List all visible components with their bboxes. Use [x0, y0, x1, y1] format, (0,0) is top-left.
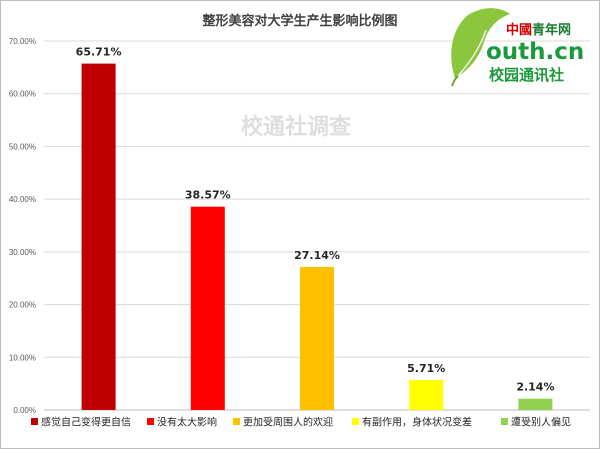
legend-label: 没有太大影响	[157, 416, 217, 429]
legend-label: 更加受周围人的欢迎	[243, 416, 333, 429]
bar	[81, 63, 116, 410]
data-label: 65.71%	[76, 46, 122, 59]
logo-youth-net-text: 青年网	[532, 22, 571, 38]
legend-label: 有副作用，身体状况变差	[362, 416, 472, 429]
logo-bottom-text: 校园通讯社	[489, 66, 564, 84]
gridlines	[44, 40, 590, 411]
legend: 感觉自己变得更自信 没有太大影响 更加受周围人的欢迎 有副作用，身体状况变差 遭受别人偏…	[31, 416, 571, 429]
data-label: 5.71%	[407, 362, 445, 375]
bar	[409, 379, 444, 410]
legend-swatch	[31, 418, 38, 425]
legend-label: 遭受别人偏见	[511, 416, 571, 429]
watermark-text: 校通社调查	[241, 114, 351, 140]
y-axis-ticks: 0.00% 10.00% 20.00% 30.00% 40.00% 50.00% 60.00…	[9, 37, 36, 415]
chart-title: 整形美容对大学生产生影响比例图	[201, 13, 397, 29]
data-labels: 65.71% 38.57% 27.14% 5.71% 2.14%	[76, 46, 555, 394]
y-tick-label: 30.00%	[9, 248, 36, 257]
logo-top-line: 中國青年网	[506, 22, 571, 38]
youth-cn-logo: 中國青年网 outh.cn 校园通讯社	[451, 8, 584, 87]
y-tick-label: 50.00%	[9, 142, 36, 151]
data-label: 2.14%	[516, 381, 554, 394]
legend-swatch	[147, 418, 154, 425]
y-tick-label: 20.00%	[9, 301, 36, 310]
y-tick-label: 0.00%	[13, 406, 36, 415]
data-label: 27.14%	[294, 249, 340, 262]
bar	[300, 266, 334, 410]
y-tick-label: 10.00%	[9, 353, 36, 362]
legend-swatch	[501, 418, 508, 425]
y-tick-label: 40.00%	[9, 195, 36, 204]
data-label: 38.57%	[185, 189, 231, 202]
ginkgo-leaf-icon	[451, 8, 510, 87]
logo-url-text: outh.cn	[486, 39, 584, 65]
logo-china-text: 中國	[506, 22, 532, 38]
y-tick-label: 60.00%	[9, 90, 36, 99]
bar	[190, 206, 225, 410]
legend-label: 感觉自己变得更自信	[41, 416, 131, 429]
legend-swatch	[233, 418, 240, 425]
bar	[518, 398, 553, 410]
y-tick-label: 70.00%	[9, 37, 36, 46]
legend-swatch	[352, 418, 359, 425]
bars	[81, 63, 553, 410]
